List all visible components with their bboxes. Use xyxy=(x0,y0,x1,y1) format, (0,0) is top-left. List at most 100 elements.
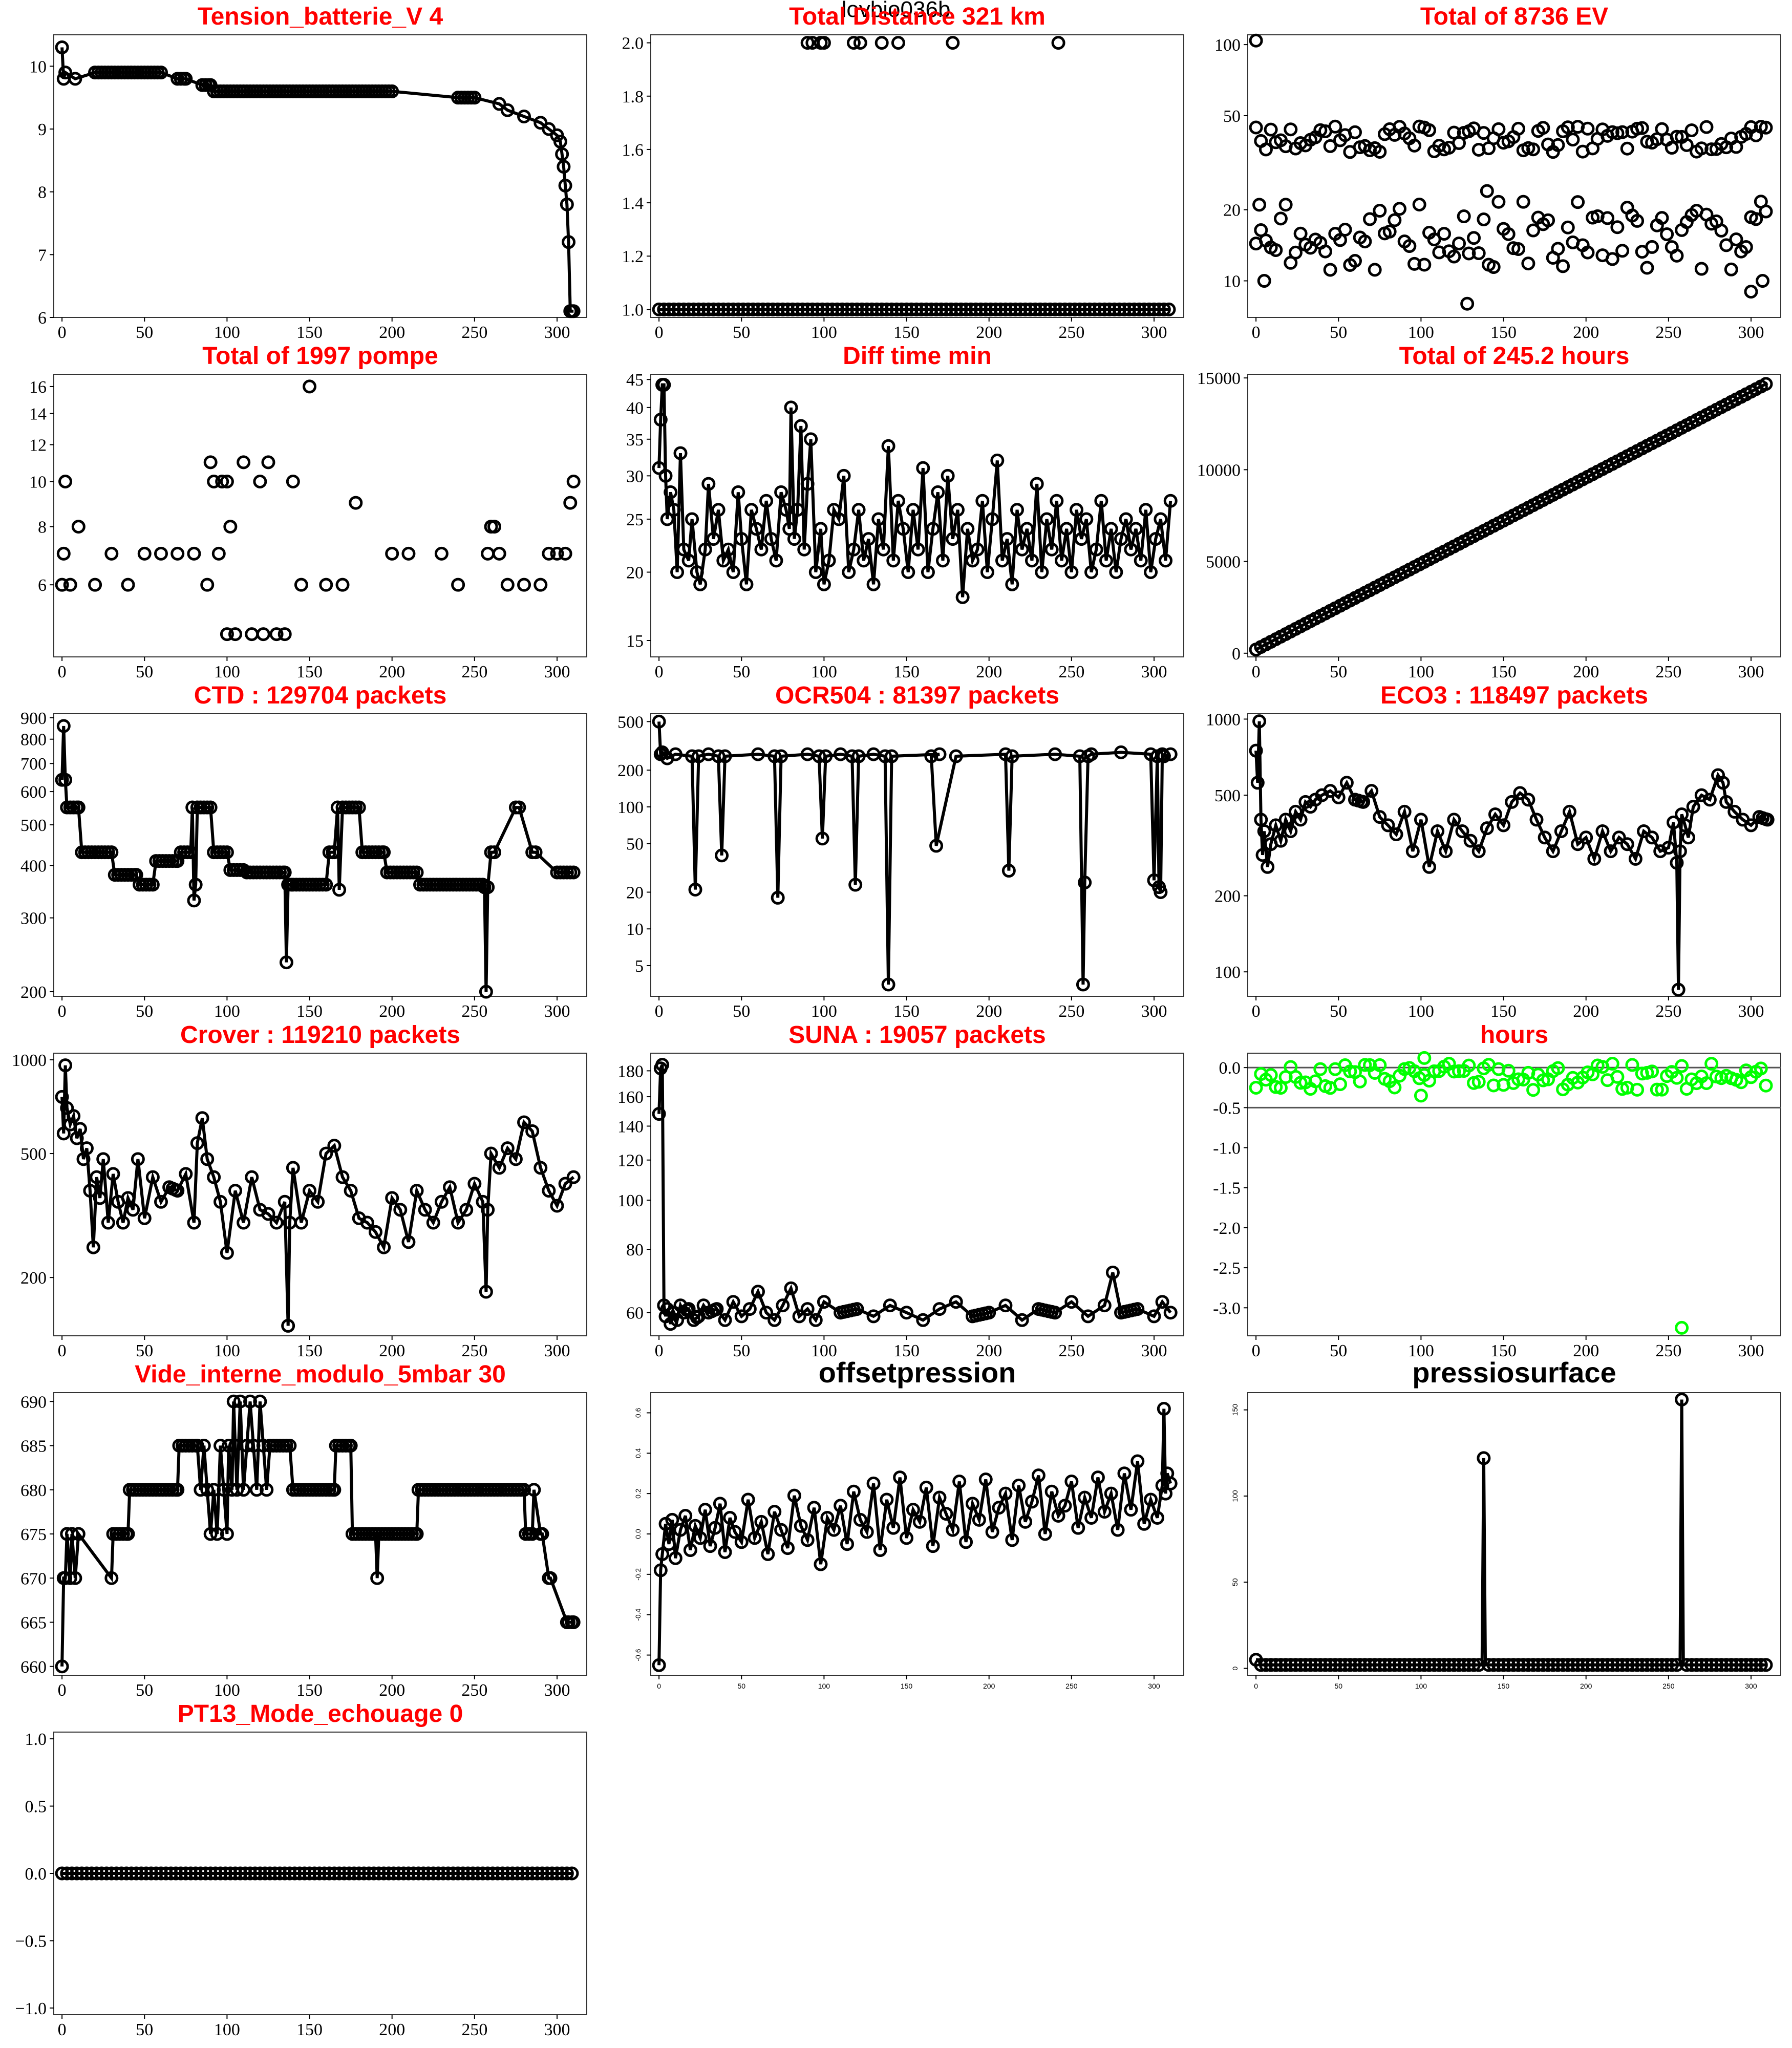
data-point xyxy=(1412,1658,1426,1672)
data-point xyxy=(831,512,846,526)
data-point xyxy=(1551,1658,1565,1672)
x-tick-label: 300 xyxy=(1738,663,1764,679)
data-point xyxy=(1554,824,1568,839)
data-point xyxy=(121,1191,135,1205)
data-point xyxy=(1431,824,1445,839)
data-point xyxy=(1538,830,1552,845)
data-point xyxy=(1249,33,1263,48)
data-point xyxy=(1373,1058,1387,1072)
data-point xyxy=(672,302,686,316)
data-point xyxy=(718,1313,732,1327)
data-point xyxy=(845,749,859,763)
data-point xyxy=(954,302,968,316)
data-point xyxy=(837,468,851,483)
x-tick-label: 100 xyxy=(214,663,240,679)
data-point xyxy=(1655,1082,1669,1097)
data-point xyxy=(909,302,924,316)
data-point xyxy=(481,1203,495,1217)
y-tick-label: 0.0 xyxy=(634,1529,642,1539)
data-point xyxy=(742,1302,757,1316)
y-tick-label: 0.5 xyxy=(25,1798,47,1817)
y-tick-label: 300 xyxy=(20,909,47,928)
data-point xyxy=(1278,1658,1293,1672)
data-point xyxy=(286,474,300,488)
data-point xyxy=(718,749,732,763)
y-tick-label: 675 xyxy=(20,1525,47,1544)
data-point xyxy=(955,590,970,604)
y-tick-label: 100 xyxy=(617,1191,644,1210)
y-tick-label: 6 xyxy=(38,309,47,328)
data-point xyxy=(1551,138,1565,152)
data-point xyxy=(1704,1057,1719,1071)
data-point xyxy=(199,1866,213,1881)
data-point xyxy=(800,1302,815,1316)
y-tick-label: -1.0 xyxy=(1213,1139,1241,1158)
data-point xyxy=(1093,302,1107,316)
data-point xyxy=(1526,223,1541,238)
data-point xyxy=(1516,1658,1530,1672)
y-tick-label: 500 xyxy=(20,816,47,835)
data-point xyxy=(71,1527,86,1541)
y-tick-label: 0.2 xyxy=(634,1488,642,1499)
data-point xyxy=(226,1394,241,1409)
data-point xyxy=(711,503,726,517)
data-point xyxy=(1670,248,1684,263)
data-point xyxy=(1546,1658,1560,1672)
data-point xyxy=(1250,776,1265,790)
y-tick-label: 0.6 xyxy=(634,1407,642,1418)
y-tick-label: 10000 xyxy=(1197,461,1241,480)
data-point xyxy=(690,565,704,579)
data-point xyxy=(1273,1658,1288,1672)
data-point xyxy=(1388,1080,1402,1095)
data-point xyxy=(949,302,963,316)
data-point xyxy=(751,302,765,316)
data-point xyxy=(1625,1058,1639,1072)
y-tick-label: 45 xyxy=(626,371,644,390)
data-point xyxy=(787,532,801,546)
data-point xyxy=(893,1470,907,1485)
data-point xyxy=(1074,532,1089,546)
x-tick-label: 100 xyxy=(214,1002,240,1019)
data-point xyxy=(807,1501,821,1515)
data-point xyxy=(1675,1392,1689,1406)
data-point xyxy=(1511,1072,1526,1086)
data-point xyxy=(1097,302,1112,316)
chart-title: CTD : 129704 packets xyxy=(194,682,447,709)
data-point xyxy=(1511,121,1526,136)
data-point xyxy=(791,503,805,517)
data-point xyxy=(1686,800,1700,814)
x-tick-label: 300 xyxy=(1141,1341,1167,1358)
data-point xyxy=(208,1866,223,1881)
data-point xyxy=(1719,795,1734,809)
chart-panel: CTD : 129704 packets 0 50 100 150 200 250 300 20… xyxy=(0,679,597,1019)
x-tick-label: 50 xyxy=(1330,1341,1347,1358)
data-point xyxy=(706,302,720,316)
data-point xyxy=(1497,818,1511,833)
data-point xyxy=(1127,1303,1141,1317)
data-point xyxy=(865,302,879,316)
data-point xyxy=(662,302,676,316)
data-point xyxy=(1704,1658,1719,1672)
chart-svg: Vide_interne_modulo_5mbar 30 0 50 100 150 200… xyxy=(20,1361,587,1698)
data-point xyxy=(835,302,849,316)
y-tick-label: 1000 xyxy=(12,1051,47,1070)
data-point xyxy=(144,1866,158,1881)
chart-title: hours xyxy=(1480,1021,1548,1049)
chart-title: ECO3 : 118497 packets xyxy=(1380,682,1648,709)
data-point xyxy=(207,474,221,488)
data-point xyxy=(874,302,889,316)
data-point xyxy=(1293,1658,1308,1672)
data-point xyxy=(342,1866,356,1881)
data-point xyxy=(203,1527,218,1541)
data-point xyxy=(985,1525,999,1539)
data-point xyxy=(88,578,102,592)
chart-panel: Total Distance 321 km 0 50 100 150 200 250 300 1… xyxy=(597,0,1194,340)
data-point xyxy=(237,1483,251,1497)
data-point xyxy=(1407,138,1422,153)
data-point xyxy=(332,84,347,98)
data-point xyxy=(876,542,890,557)
x-tick-label: 300 xyxy=(1738,1341,1764,1358)
x-tick-label: 300 xyxy=(544,1681,570,1698)
data-point xyxy=(56,719,71,733)
data-point xyxy=(365,1527,379,1541)
